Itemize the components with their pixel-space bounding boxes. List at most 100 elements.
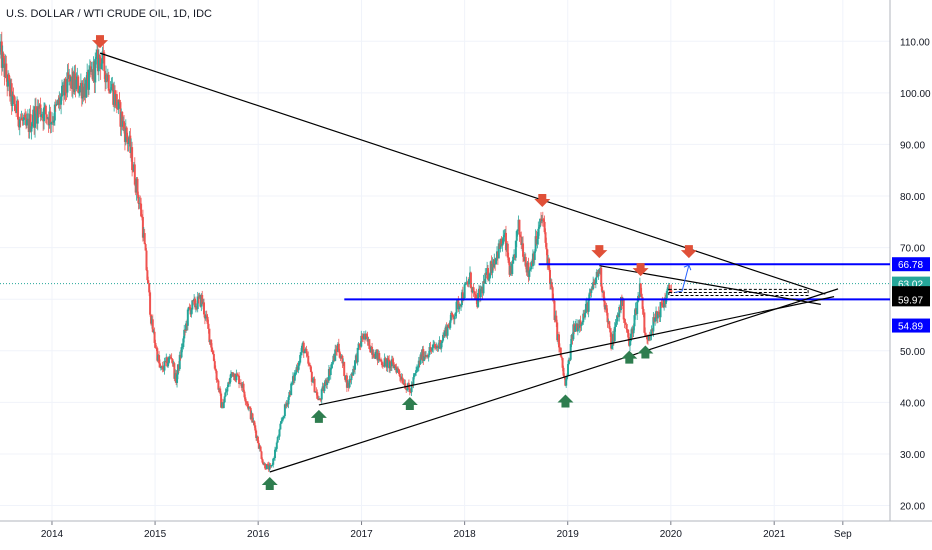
rising-support-shallow-trendline[interactable] — [318, 296, 835, 406]
candle-body — [495, 258, 498, 265]
candle-body — [642, 309, 645, 313]
candle-body — [78, 86, 81, 93]
candle-body — [371, 346, 374, 355]
candle-body — [220, 393, 223, 408]
candle-body — [560, 356, 563, 358]
up-arrow-marker — [621, 350, 638, 364]
candle-body — [277, 436, 280, 438]
candle-body — [309, 366, 312, 372]
candle-body — [412, 377, 415, 385]
candle-body — [279, 423, 282, 430]
candle-body — [441, 340, 444, 344]
candle-body — [31, 123, 34, 127]
candle-body — [167, 357, 170, 363]
candle-body — [34, 106, 37, 128]
candle-body — [239, 383, 242, 385]
candle-body — [102, 51, 105, 53]
candle-body — [329, 368, 332, 376]
candle-body — [415, 367, 418, 371]
candle-body — [654, 318, 657, 322]
candle-body — [610, 332, 613, 349]
candle-body — [668, 284, 671, 290]
candle-body — [311, 381, 314, 383]
candle-body — [661, 302, 664, 306]
candle-body — [410, 384, 413, 393]
candle-body — [133, 164, 136, 185]
candle-body — [291, 382, 294, 384]
candle-body — [409, 392, 412, 394]
candle-body — [19, 118, 22, 120]
candle-body — [176, 374, 179, 383]
candle-body — [257, 442, 260, 449]
candle-body — [665, 290, 668, 299]
candle-body — [576, 324, 579, 332]
candle-body — [299, 355, 302, 363]
descending-resistance-trendline[interactable] — [99, 52, 826, 295]
candle-body — [482, 281, 485, 294]
candle-body — [94, 58, 97, 83]
x-tick-label: 2021 — [763, 529, 786, 540]
candle-body — [338, 351, 341, 358]
candle-body — [158, 363, 161, 368]
candle-body — [503, 234, 506, 238]
candle-body — [432, 344, 435, 348]
candle-body — [2, 53, 5, 59]
rising-support-steep-trendline[interactable] — [269, 288, 839, 473]
candle-body — [192, 300, 195, 302]
candle-body — [454, 312, 457, 317]
candle-body — [632, 326, 635, 334]
candle-body — [129, 135, 132, 154]
candle-body — [504, 232, 507, 251]
candle-body — [453, 316, 456, 320]
candle-body — [515, 231, 518, 241]
candle-body — [1, 53, 4, 68]
candle-body — [639, 283, 642, 294]
x-tick-label: 2017 — [350, 529, 373, 540]
candle-body — [588, 292, 591, 299]
candle-body — [98, 54, 101, 59]
candle-body — [171, 359, 174, 364]
down-arrow-marker — [534, 194, 551, 208]
candle-body — [394, 365, 397, 367]
y-tick-label: 50.00 — [900, 347, 925, 358]
candle-body — [141, 216, 144, 238]
candle-body — [501, 243, 504, 246]
candle-body — [475, 294, 478, 301]
candle-body — [95, 57, 98, 59]
candle-body — [469, 272, 472, 288]
candle-body — [565, 378, 568, 386]
candle-body — [262, 462, 265, 465]
candle-body — [350, 373, 353, 381]
candle-body — [644, 332, 647, 336]
candle-body — [167, 362, 170, 367]
candle-body — [180, 347, 183, 358]
down-arrow-marker — [680, 245, 697, 259]
candle-body — [121, 111, 124, 127]
candle-body — [366, 336, 369, 342]
candle-body — [254, 425, 257, 431]
candle-body — [556, 322, 559, 341]
candle-body — [54, 104, 57, 106]
candle-body — [34, 106, 37, 111]
candle-body — [551, 287, 554, 299]
candle-body — [159, 367, 162, 369]
candle-body — [334, 349, 337, 361]
candle-body — [656, 311, 659, 319]
candle-body — [406, 388, 409, 390]
candle-body — [567, 359, 570, 365]
short-descending-trendline[interactable] — [599, 265, 821, 305]
candle-body — [285, 403, 288, 406]
chart-title: U.S. DOLLAR / WTI CRUDE OIL, 1D, IDC — [6, 8, 212, 20]
candle-body — [268, 465, 271, 470]
y-tick-label: 70.00 — [900, 244, 925, 255]
candle-body — [601, 286, 604, 293]
candle-body — [7, 74, 10, 80]
candle-body — [647, 335, 650, 340]
price-badge-54.89 — [892, 318, 930, 333]
candle-body — [524, 257, 527, 267]
candle-body — [13, 95, 16, 105]
candle-body — [529, 269, 532, 271]
candle-body — [43, 107, 46, 122]
candle-body — [528, 270, 531, 277]
